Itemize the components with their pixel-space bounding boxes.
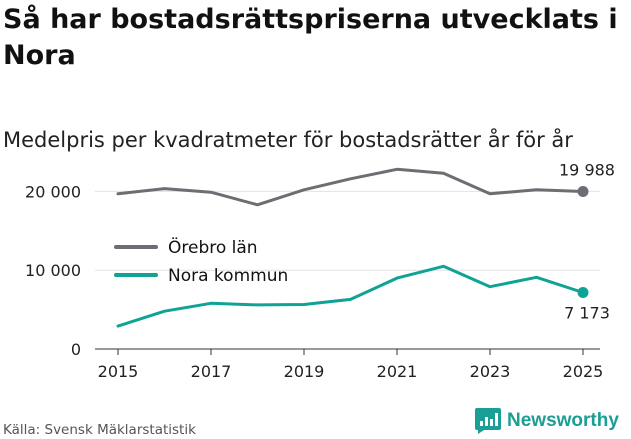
legend: Örebro län Nora kommun: [114, 236, 288, 286]
x-tick-label: 2025: [563, 362, 604, 381]
x-tick-label: 2019: [284, 362, 325, 381]
legend-label: Nora kommun: [168, 266, 288, 286]
newsworthy-logo-icon: [475, 408, 501, 434]
end-value-label: 7 173: [564, 303, 610, 322]
x-tick-label: 2023: [470, 362, 511, 381]
chart-subtitle: Medelpris per kvadratmeter för bostadsrä…: [3, 128, 573, 152]
series-line: [116, 264, 585, 328]
y-tick-label: 0: [71, 340, 81, 359]
end-value-label: 19 988: [559, 160, 615, 179]
y-tick-label: 10 000: [25, 261, 81, 280]
label-layer: 19 988 7 173: [559, 160, 615, 322]
series-end-point: [577, 286, 589, 298]
x-tick-label: 2015: [98, 362, 139, 381]
y-tick-label: 20 000: [25, 182, 81, 201]
x-tick-label: 2021: [377, 362, 418, 381]
grid-layer: [95, 190, 600, 271]
series-line: [116, 167, 585, 207]
line-chart: 0 10 000 20 000 2015 2017 2019 2021 2023 2025 19…: [25, 160, 615, 381]
series-layer: [116, 167, 589, 328]
source-note: Källa: Svensk Mäklarstatistik: [3, 422, 196, 438]
brand-logo: Newsworthy: [475, 407, 619, 435]
axis-layer: 0 10 000 20 000 2015 2017 2019 2021 2023 2025: [25, 182, 603, 381]
brand-name: Newsworthy: [507, 410, 619, 431]
x-tick-label: 2017: [191, 362, 232, 381]
series-end-point: [577, 185, 589, 197]
legend-label: Örebro län: [168, 236, 258, 258]
chart-title: Så har bostadsrättspriserna utvecklats i…: [3, 4, 618, 71]
